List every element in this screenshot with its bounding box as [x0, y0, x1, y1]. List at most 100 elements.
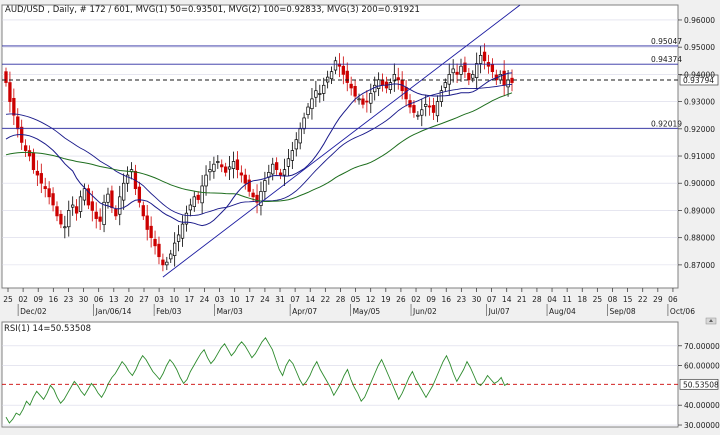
candle-body	[55, 206, 59, 217]
candle-body	[106, 193, 110, 203]
x-tick-label: 20	[124, 295, 134, 304]
price-y-tick-label: 0.93000	[684, 98, 715, 107]
x-tick-label: 22	[321, 295, 331, 304]
candle-body	[192, 196, 196, 207]
x-tick-label: 25	[3, 295, 13, 304]
price-y-tick-label: 0.94000	[684, 70, 715, 79]
candle-body	[247, 179, 251, 192]
candle-body	[78, 196, 83, 212]
rsi-value-label: 50.53508	[683, 380, 719, 389]
x-tick-label: 11	[562, 295, 572, 304]
candle-body	[376, 79, 381, 89]
candle-body	[404, 87, 408, 100]
candle-body	[212, 163, 216, 172]
candle-body	[67, 210, 71, 228]
candle-body	[145, 215, 149, 230]
x-tick-label: 23	[64, 295, 74, 304]
candle-body	[110, 190, 114, 209]
x-tick-label: 21	[517, 295, 527, 304]
x-tick-label: 09	[33, 295, 43, 304]
candle-body	[196, 194, 200, 200]
candle-body	[137, 186, 142, 203]
rsi-grid	[2, 345, 678, 426]
price-y-tick-label: 0.88000	[684, 234, 715, 243]
x-tick-label: 09	[426, 295, 436, 304]
candle-body	[455, 71, 459, 75]
candle-body	[243, 174, 247, 184]
candle-body	[271, 163, 275, 175]
candle-body	[141, 205, 145, 217]
x-tick-label: 19	[381, 295, 391, 304]
candle-body	[263, 180, 267, 192]
candle-body	[443, 82, 447, 88]
candle-body	[71, 204, 75, 208]
candle-body	[416, 114, 420, 117]
candle-body	[435, 101, 440, 117]
rsi-line	[5, 337, 509, 424]
x-tick-label: 28	[532, 295, 542, 304]
price-y-tick-label: 0.91000	[684, 152, 715, 161]
x-month-label: Jul/07	[488, 307, 510, 316]
horizontal-level-label: 0.94374	[651, 55, 682, 64]
candle-body	[349, 83, 353, 89]
x-tick-label: 29	[653, 295, 663, 304]
x-month-label: Dec/02	[20, 307, 47, 316]
candle-body	[259, 191, 263, 206]
candle-body	[369, 93, 373, 104]
price-y-tick-label: 0.90000	[684, 179, 715, 188]
candle-body	[31, 152, 36, 170]
x-tick-label: 18	[577, 295, 587, 304]
candle-body	[125, 174, 130, 184]
candle-body	[47, 188, 51, 198]
candle-body	[102, 201, 106, 225]
candle-body	[251, 192, 255, 198]
candle-body	[82, 188, 87, 201]
candle-body	[153, 238, 157, 247]
x-tick-label: 08	[608, 295, 618, 304]
candle-body	[357, 98, 361, 101]
x-tick-label: 17	[185, 295, 195, 304]
x-tick-label: 14	[305, 295, 315, 304]
rsi-plot-area: 50.53508	[2, 337, 719, 424]
candle-body	[165, 261, 169, 266]
x-tick-label: 24	[260, 295, 270, 304]
candle-body	[90, 201, 94, 211]
x-tick-label: 28	[336, 295, 346, 304]
candle-body	[396, 77, 400, 81]
candle-body	[506, 79, 510, 88]
candle-body	[329, 71, 334, 80]
candle-body	[98, 216, 102, 222]
candle-body	[23, 145, 28, 151]
candle-body	[180, 223, 185, 239]
candle-body	[114, 209, 118, 217]
x-axis: 25 02 09 16 23 30 06 13 20 27 03 10 17 24 03 10 17 24 31 07…	[3, 288, 695, 316]
candle-body	[392, 74, 396, 82]
candle-body	[169, 253, 173, 260]
candle-body	[424, 103, 428, 107]
candle-body	[27, 150, 32, 157]
x-tick-label: 12	[366, 295, 376, 304]
candle-body	[94, 211, 98, 219]
price-y-tick-label: 0.87000	[684, 261, 715, 270]
candle-body	[490, 64, 495, 73]
x-tick-label: 31	[275, 295, 285, 304]
x-month-label: Jun/02	[412, 307, 437, 316]
candle-body	[467, 72, 471, 81]
rsi-y-tick-label: 40.00000	[684, 401, 720, 410]
current-price-badge	[679, 74, 719, 86]
candle-body	[380, 79, 385, 86]
candle-body	[231, 161, 236, 169]
candle-body	[12, 97, 16, 116]
candle-body	[118, 196, 122, 215]
price-plot-area: 0.95047 0.94374 0.92019 0.93794	[2, 4, 719, 278]
candle-body	[373, 84, 377, 93]
horizontal-level-label: 0.95047	[651, 37, 682, 46]
candle-body	[4, 71, 8, 83]
x-tick-label: 17	[245, 295, 255, 304]
candle-body	[278, 172, 283, 176]
candle-body	[318, 93, 322, 95]
price-y-tick-label: 0.92000	[684, 125, 715, 134]
candle-body	[478, 54, 483, 64]
candle-body	[255, 194, 259, 203]
